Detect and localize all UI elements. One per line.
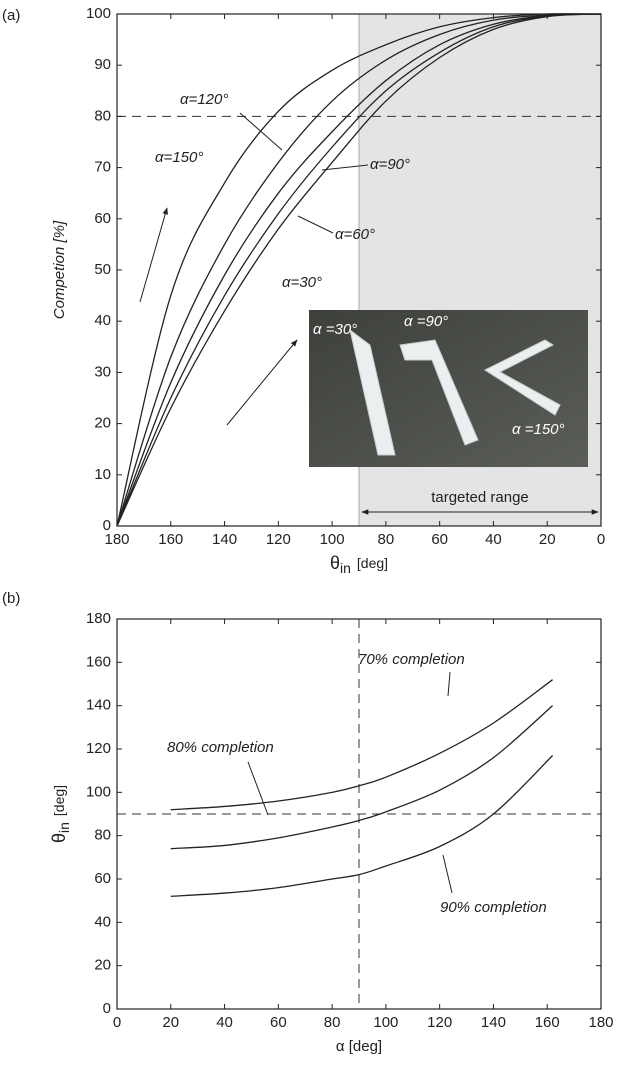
x-tick-label: 160 [535,1014,560,1031]
x-tick-label: 180 [104,531,129,548]
y-tick-label: 140 [86,697,111,714]
leader-line [442,854,453,894]
panel-label: (b) [2,590,20,607]
axis-subscript: in [56,822,72,833]
inset-label: α =150° [512,421,565,438]
inset-object [399,339,479,446]
curve [116,13,602,527]
y-tick-label: 100 [86,783,111,800]
y-tick-label: 20 [94,415,111,432]
y-tick-label: 60 [94,870,111,887]
y-tick-label: 20 [94,957,111,974]
y-tick-label: 40 [94,312,111,329]
y-tick-label: 100 [86,5,111,22]
curve-label: 70% completion [358,651,465,668]
y-tick-label: 0 [103,1000,111,1017]
x-tick-label: 20 [162,1014,179,1031]
y-tick-label: 60 [94,210,111,227]
curve-label: α=90° [370,156,410,173]
y-tick-label: 30 [94,363,111,380]
plot-frame [116,618,602,1010]
axis-label: θin [deg] [49,785,72,843]
inset-label: α =30° [313,321,357,338]
curve [170,679,553,811]
x-tick-label: 80 [324,1014,341,1031]
curve [170,705,554,850]
trend-arrow [139,207,168,303]
x-tick-label: 120 [266,531,291,548]
curve [116,13,602,527]
x-tick-label: 60 [270,1014,287,1031]
y-tick-label: 0 [103,517,111,534]
inset-label: α =90° [404,313,448,330]
axis-unit: [deg] [51,785,67,816]
x-tick-label: 40 [485,531,502,548]
axis-unit: [deg] [357,555,388,571]
x-tick-label: 100 [373,1014,398,1031]
x-tick-label: 0 [597,531,605,548]
y-tick-label: 120 [86,740,111,757]
y-tick-label: 10 [94,466,111,483]
curve-label: α=30° [282,274,322,291]
trend-arrow [226,339,298,426]
y-tick-label: 80 [94,827,111,844]
x-tick-label: 0 [113,1014,121,1031]
x-tick-label: 80 [378,531,395,548]
y-tick-label: 80 [94,107,111,124]
y-tick-label: 50 [94,261,111,278]
curve [116,13,602,527]
axis-label: Competion [%] [51,220,68,319]
curve-label: α=120° [180,91,228,108]
curve-label: α=150° [155,149,203,166]
x-tick-label: 160 [158,531,183,548]
y-tick-label: 160 [86,653,111,670]
curve [116,13,602,527]
leader-line [247,761,269,816]
y-tick-label: 40 [94,913,111,930]
axis-symbol: θ [49,833,69,843]
x-tick-label: 140 [212,531,237,548]
leader-line [297,215,334,234]
inset-object [349,328,396,456]
x-tick-label: 140 [481,1014,506,1031]
inset-object [483,339,561,416]
x-tick-label: 180 [588,1014,613,1031]
x-tick-label: 40 [216,1014,233,1031]
curve-label: 80% completion [167,739,274,756]
curve-label: 90% completion [440,899,547,916]
axis-subscript: in [340,560,351,576]
y-tick-label: 70 [94,159,111,176]
panel-label: (a) [2,7,20,24]
curve [116,13,602,527]
leader-line [447,671,451,697]
y-tick-label: 90 [94,56,111,73]
x-tick-label: 20 [539,531,556,548]
x-tick-label: 60 [431,531,448,548]
axis-label: θin [deg] [330,553,388,576]
range-label: targeted range [431,489,529,506]
x-tick-label: 100 [320,531,345,548]
leader-line [321,164,369,171]
y-tick-label: 180 [86,610,111,627]
axis-label: α [deg] [336,1038,382,1055]
leader-line [239,112,283,151]
curve [170,755,554,897]
axis-symbol: θ [330,553,340,573]
x-tick-label: 120 [427,1014,452,1031]
curve-label: α=60° [335,226,375,243]
